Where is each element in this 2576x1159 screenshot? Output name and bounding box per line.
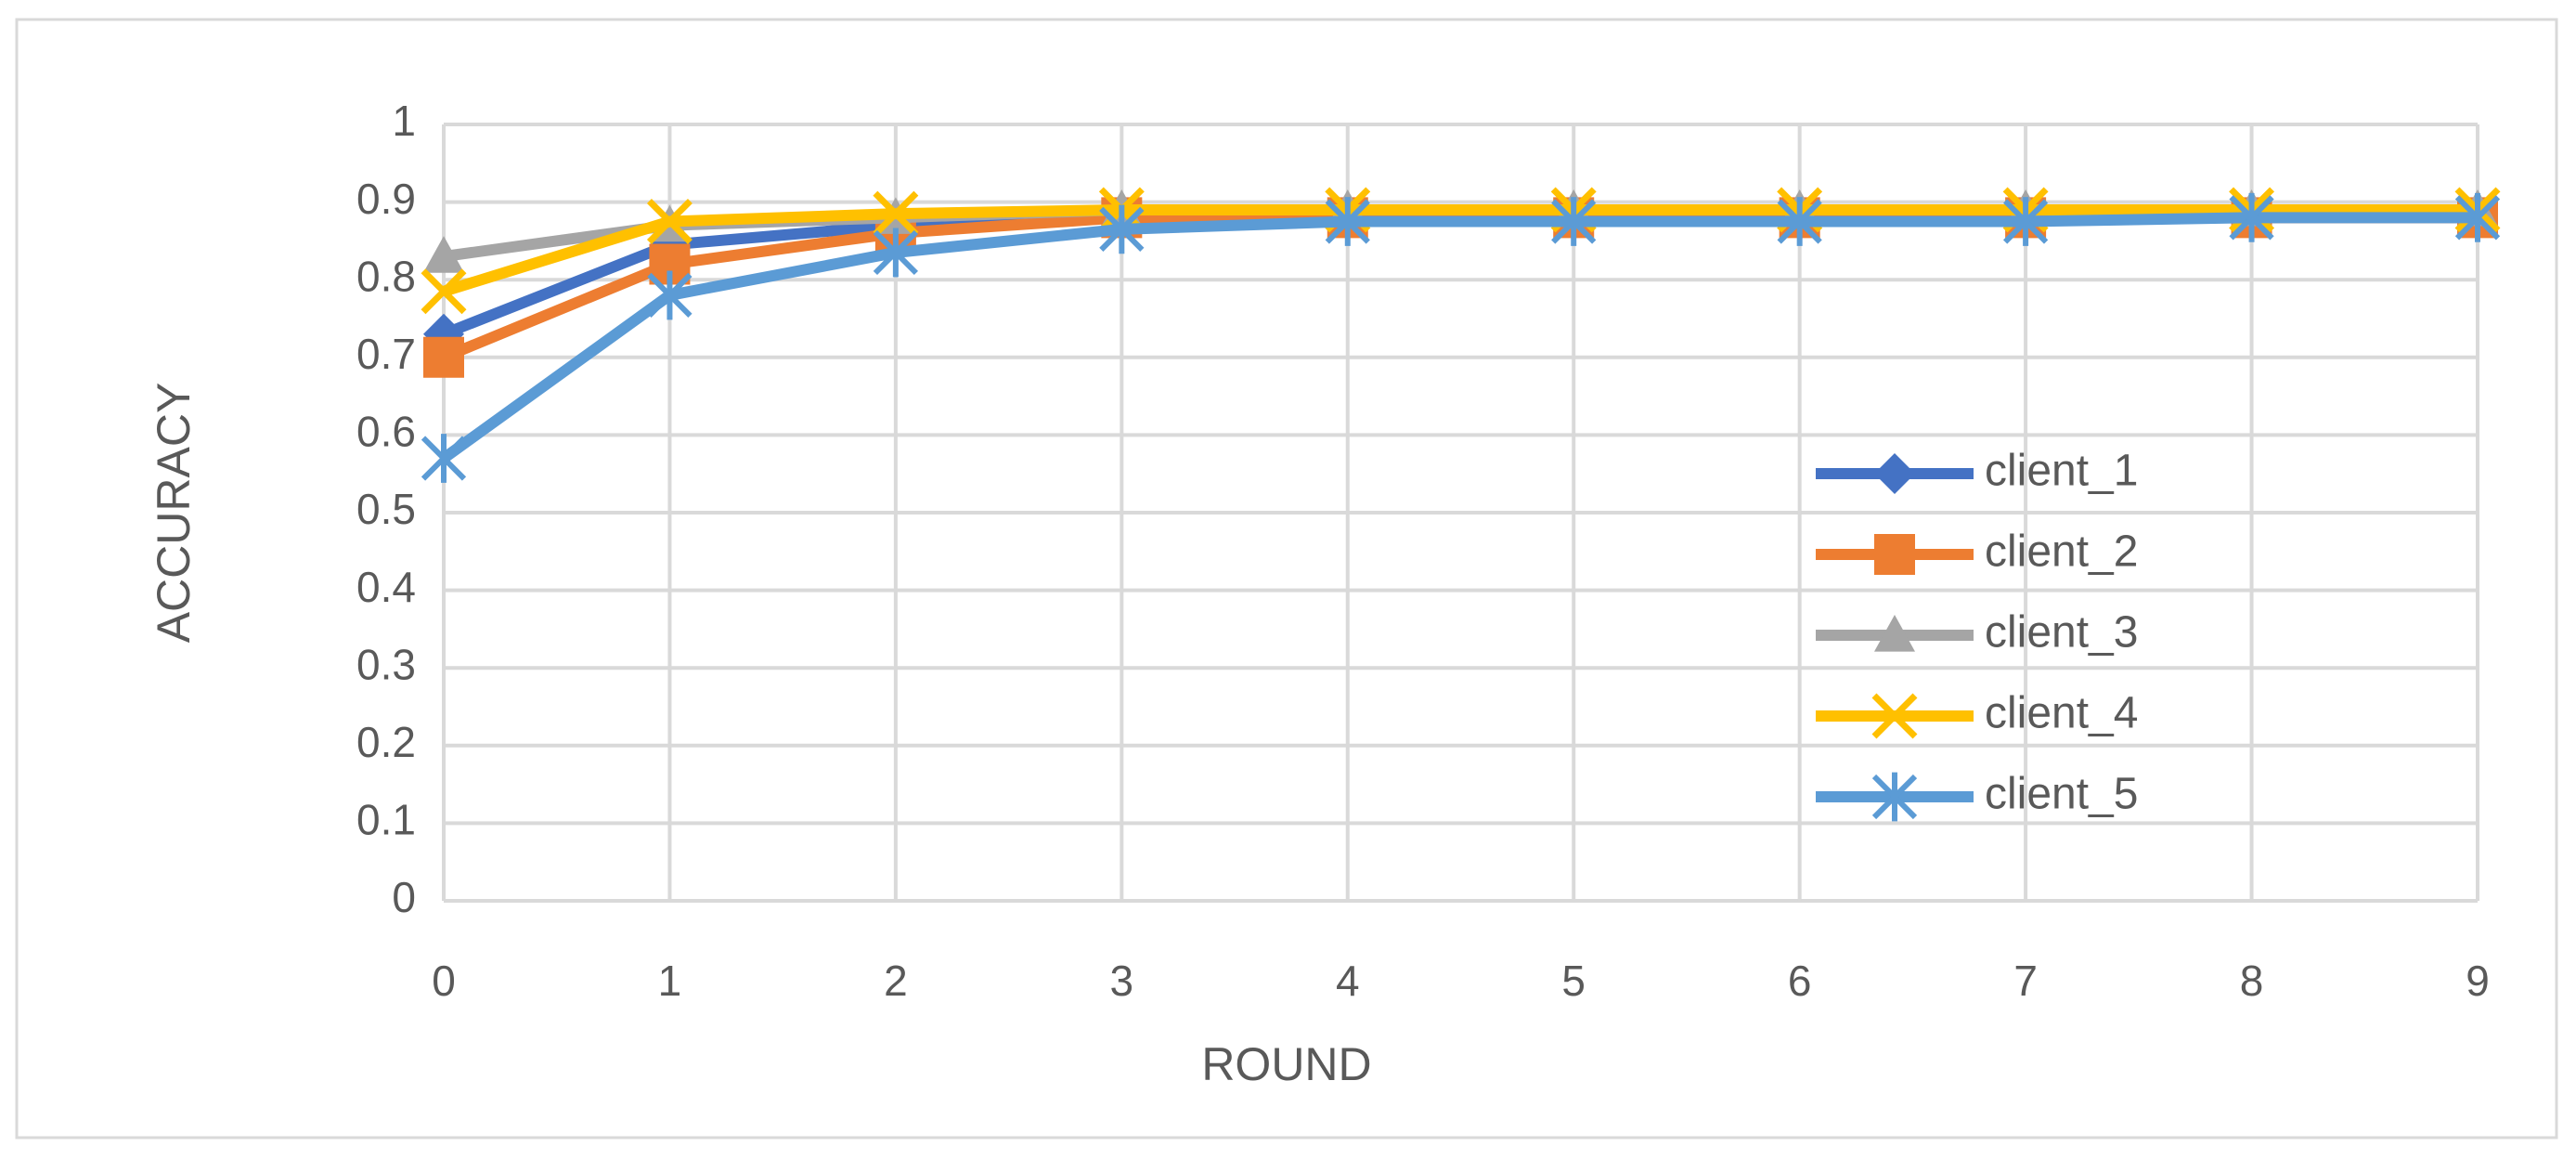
x-tick-label: 3 bbox=[1110, 957, 1134, 1005]
data-point bbox=[421, 268, 467, 315]
data-point bbox=[1777, 197, 1822, 246]
x-tick-label: 8 bbox=[2240, 957, 2264, 1005]
legend-label: client_5 bbox=[1985, 770, 2138, 819]
data-point bbox=[421, 434, 467, 483]
y-tick-label: 1 bbox=[392, 97, 416, 145]
data-point bbox=[2229, 192, 2274, 242]
x-tick-label: 2 bbox=[884, 957, 908, 1005]
x-tick-label: 5 bbox=[1561, 957, 1586, 1005]
y-axis-title: ACCURACY bbox=[148, 383, 200, 644]
y-tick-label: 0.3 bbox=[356, 640, 416, 688]
data-point bbox=[423, 236, 464, 273]
series-line bbox=[442, 203, 2478, 297]
data-point bbox=[647, 270, 693, 320]
x-tick-label: 4 bbox=[1336, 957, 1360, 1005]
data-point bbox=[2002, 197, 2049, 246]
y-tick-label: 0.9 bbox=[356, 175, 416, 223]
y-tick-label: 0 bbox=[392, 873, 416, 921]
x-tick-label: 6 bbox=[1788, 957, 1812, 1005]
data-point bbox=[1551, 197, 1597, 246]
data-point bbox=[2454, 192, 2501, 242]
data-point bbox=[646, 199, 693, 244]
x-tick-label: 9 bbox=[2466, 957, 2490, 1005]
legend-marker bbox=[1874, 615, 1915, 652]
legend-marker bbox=[1874, 453, 1915, 494]
x-tick-label: 0 bbox=[432, 957, 456, 1005]
y-tick-label: 0.8 bbox=[356, 252, 416, 300]
series-line bbox=[440, 212, 2478, 463]
y-tick-label: 0.5 bbox=[356, 485, 416, 533]
data-point bbox=[649, 243, 691, 285]
legend-label: client_1 bbox=[1985, 447, 2138, 496]
x-tick-label: 7 bbox=[2013, 957, 2038, 1005]
y-tick-label: 0.2 bbox=[356, 718, 416, 766]
legend-marker bbox=[1871, 772, 1918, 822]
data-point bbox=[873, 190, 919, 237]
y-tick-label: 0.7 bbox=[356, 330, 416, 378]
legend-label: client_2 bbox=[1985, 527, 2138, 577]
x-axis-title: ROUND bbox=[1201, 1038, 1371, 1090]
data-point bbox=[423, 336, 464, 378]
y-tick-label: 0.4 bbox=[356, 563, 416, 611]
data-point bbox=[873, 228, 919, 278]
x-tick-label: 1 bbox=[658, 957, 682, 1005]
legend-label: client_3 bbox=[1985, 608, 2138, 658]
legend-marker bbox=[1874, 534, 1915, 575]
legend-marker bbox=[1871, 693, 1918, 739]
data-point bbox=[1099, 204, 1145, 254]
data-point bbox=[1325, 197, 1370, 246]
y-tick-label: 0.1 bbox=[356, 796, 416, 844]
legend-label: client_4 bbox=[1985, 689, 2138, 738]
y-tick-label: 0.6 bbox=[356, 408, 416, 456]
